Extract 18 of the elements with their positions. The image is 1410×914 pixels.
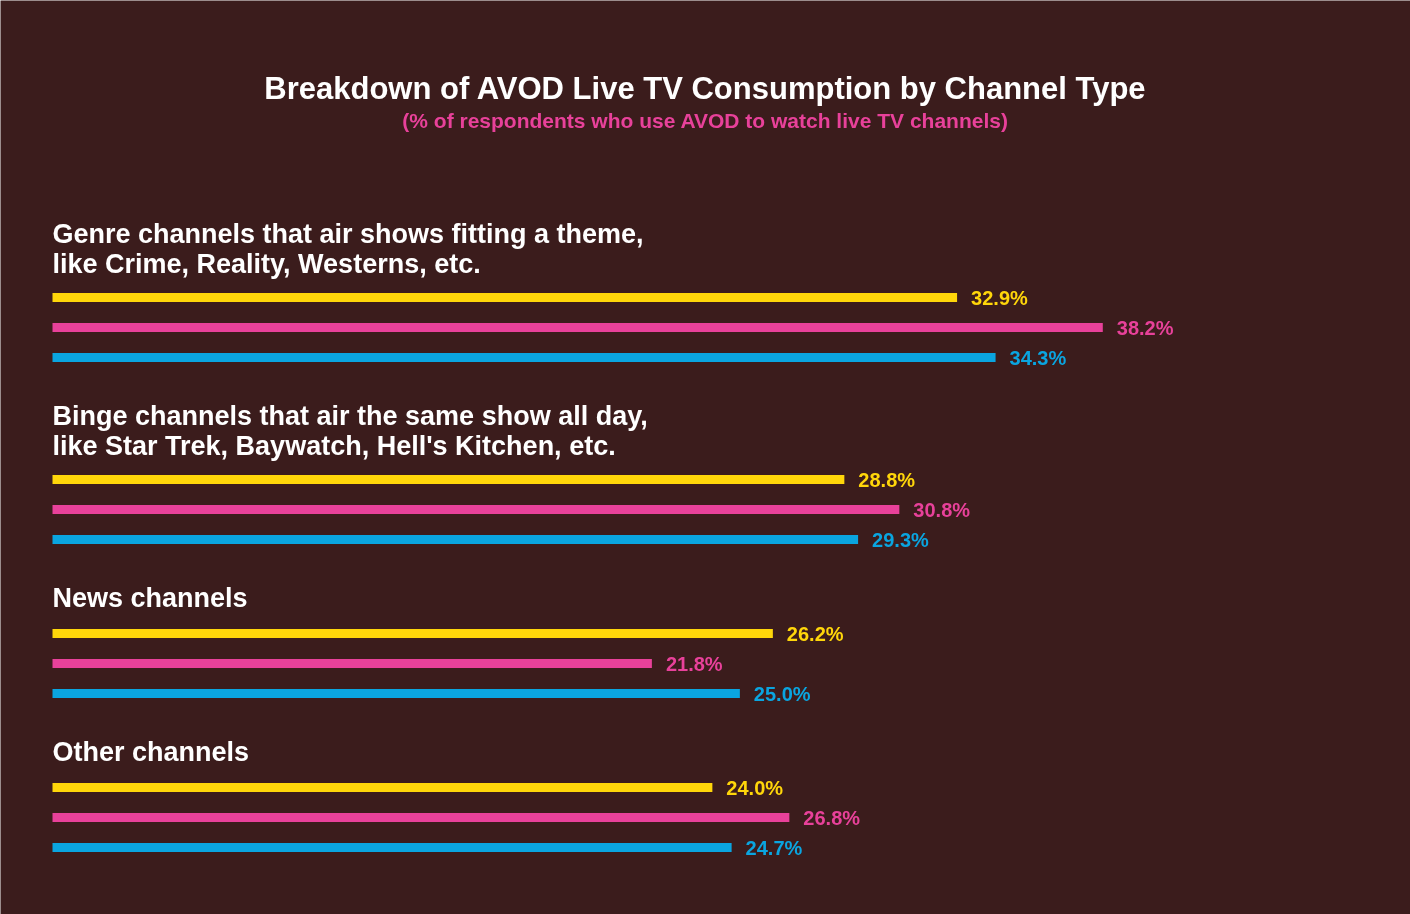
data-label: 26.2% bbox=[786, 622, 844, 645]
y-tick-label: Other channels bbox=[52, 736, 250, 767]
data-label: 26.8% bbox=[803, 806, 861, 829]
chart-title: Breakdown of AVOD Live TV Consumption by Channel Type bbox=[264, 71, 1146, 106]
y-tick-label: Genre channels that air shows fitting a theme, like Crime, Reality, Westerns, etc. bbox=[52, 218, 644, 279]
data-label: 32.9% bbox=[971, 286, 1028, 309]
chart-subtitle: (% of respondents who use AVOD to watch live TV channels) bbox=[402, 109, 1008, 132]
data-label: 34.3% bbox=[1009, 346, 1067, 369]
data-label: 21.8% bbox=[665, 652, 723, 675]
data-label: 24.7% bbox=[745, 836, 803, 859]
y-tick-label: Binge channels that air the same show all day, like Star Trek, Baywatch, Hell's Kitchen, etc. bbox=[52, 400, 648, 461]
data-label: 29.3% bbox=[872, 528, 930, 551]
data-label: 25.0% bbox=[753, 682, 811, 705]
y-tick-label: News channels bbox=[52, 582, 248, 613]
data-label: 38.2% bbox=[1116, 316, 1174, 339]
data-label: 30.8% bbox=[913, 498, 971, 521]
data-label: 24.0% bbox=[726, 776, 784, 799]
data-label: 28.8% bbox=[858, 468, 916, 491]
